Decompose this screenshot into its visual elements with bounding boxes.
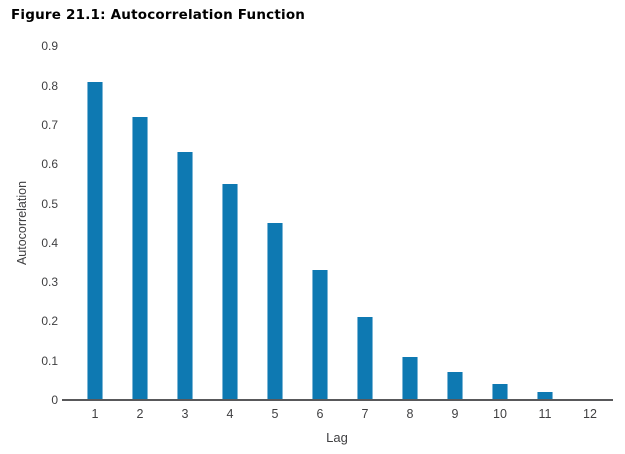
x-tick-label-9: 9: [451, 407, 459, 421]
bar-lag-10: [492, 384, 508, 400]
bar-lag-4: [222, 183, 238, 400]
x-tick-label-2: 2: [136, 407, 144, 421]
x-tick-label-6: 6: [316, 407, 324, 421]
x-tick-label-10: 10: [493, 407, 507, 421]
y-tick-label-0.4: 0.4: [41, 235, 58, 250]
bar-lag-1: [87, 81, 103, 400]
y-tick-label-0.3: 0.3: [41, 275, 58, 290]
y-tick-label-0.8: 0.8: [41, 78, 58, 93]
bar-lag-5: [267, 223, 283, 400]
bar-lag-9: [447, 372, 463, 400]
bar-lag-8: [402, 356, 418, 400]
x-tick-label-12: 12: [583, 407, 597, 421]
x-axis-title: Lag: [326, 430, 348, 445]
bar-lag-7: [357, 317, 373, 400]
y-tick-label-0.9: 0.9: [41, 39, 58, 54]
y-tick-label-0.1: 0.1: [41, 353, 58, 368]
x-tick-label-1: 1: [91, 407, 99, 421]
y-tick-label-0.7: 0.7: [41, 117, 58, 132]
figure-title: Figure 21.1: Autocorrelation Function: [11, 7, 306, 23]
x-axis-line: [62, 399, 613, 401]
x-tick-label-11: 11: [538, 407, 552, 421]
y-tick-label-0.6: 0.6: [41, 157, 58, 172]
bar-lag-11: [537, 392, 553, 400]
x-tick-label-4: 4: [226, 407, 234, 421]
x-tick-label-5: 5: [271, 407, 279, 421]
y-tick-label-0.5: 0.5: [41, 196, 58, 211]
bar-lag-2: [132, 117, 148, 400]
bar-lag-6: [312, 270, 328, 400]
x-tick-label-3: 3: [181, 407, 189, 421]
bar-lag-3: [177, 152, 193, 400]
y-tick-label-0: 0: [51, 393, 58, 407]
x-tick-label-7: 7: [361, 407, 369, 421]
x-tick-label-8: 8: [406, 407, 414, 421]
y-tick-label-0.2: 0.2: [41, 314, 58, 329]
y-axis-title: Autocorrelation: [15, 180, 29, 266]
